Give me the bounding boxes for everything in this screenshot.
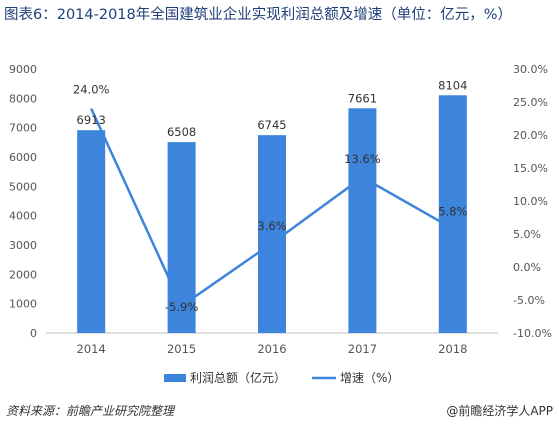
bar: [258, 135, 286, 333]
y-left-tick-label: 4000: [9, 210, 37, 223]
growth-line: [90, 108, 454, 308]
x-tick-label: 2015: [167, 342, 196, 356]
x-tick-label: 2016: [257, 342, 286, 356]
x-tick-label: 2018: [438, 342, 467, 356]
line-series: [90, 108, 454, 308]
x-tick-label: 2014: [77, 342, 106, 356]
y-right-tick-label: -10.0%: [513, 327, 552, 340]
y-left-tick-label: 7000: [9, 122, 37, 135]
chart-title: 图表6：2014-2018年全国建筑业企业实现利润总额及增速（单位：亿元，%）: [4, 7, 513, 23]
bar: [77, 130, 106, 333]
y-left-tick-label: 2000: [9, 268, 37, 281]
y-right-tick-label: -5.0%: [513, 294, 545, 307]
bar-value-label: 7661: [348, 91, 377, 105]
bar-value-label: 6913: [77, 113, 106, 127]
data-labels: 6913 6508 6745 7661 8104 24.0% -5.9% 3.6% 13.6% 5…: [73, 78, 468, 314]
y-left-tick-label: 5000: [9, 180, 37, 193]
bar-value-label: 6745: [257, 118, 286, 132]
y-right-tick-label: 5.0%: [513, 228, 541, 241]
bar: [348, 108, 377, 333]
y-left-tick-label: 0: [30, 327, 37, 340]
y-right-tick-label: 20.0%: [513, 129, 548, 142]
y-left-tick-label: 9000: [9, 63, 37, 76]
y-left-tick-label: 6000: [9, 151, 37, 164]
source-note: 资料来源：前瞻产业研究院整理: [6, 404, 175, 418]
y-left-tick-label: 8000: [9, 92, 37, 105]
bar: [167, 142, 196, 333]
y-right-tick-label: 10.0%: [513, 195, 548, 208]
line-value-label: 3.6%: [257, 219, 286, 233]
line-value-label: 13.6%: [344, 152, 381, 166]
axes: 0 1000 2000 3000 4000 5000 6000 7000 8000 9000 -10…: [9, 63, 552, 356]
bar-series: [77, 95, 467, 333]
y-right-tick-label: 25.0%: [513, 96, 548, 109]
legend-line-label: 增速（%）: [340, 371, 399, 385]
legend: 利润总额（亿元） 增速（%）: [164, 370, 399, 385]
bar-value-label: 8104: [438, 78, 467, 92]
line-value-label: 5.8%: [438, 205, 467, 219]
legend-bar-swatch: [164, 374, 186, 382]
y-right-tick-label: 15.0%: [513, 162, 548, 175]
line-value-label: 24.0%: [73, 83, 110, 97]
x-tick-label: 2017: [348, 342, 377, 356]
bar-value-label: 6508: [167, 125, 196, 139]
line-value-label: -5.9%: [165, 300, 198, 314]
bar: [438, 95, 467, 333]
y-right-tick-label: 0.0%: [513, 261, 541, 274]
y-left-tick-label: 1000: [9, 298, 37, 311]
y-right-tick-label: 30.0%: [513, 63, 548, 76]
legend-bar-label: 利润总额（亿元）: [190, 370, 286, 385]
brand-credit: @前瞻经济学人APP: [446, 404, 553, 418]
y-left-tick-label: 3000: [9, 239, 37, 252]
